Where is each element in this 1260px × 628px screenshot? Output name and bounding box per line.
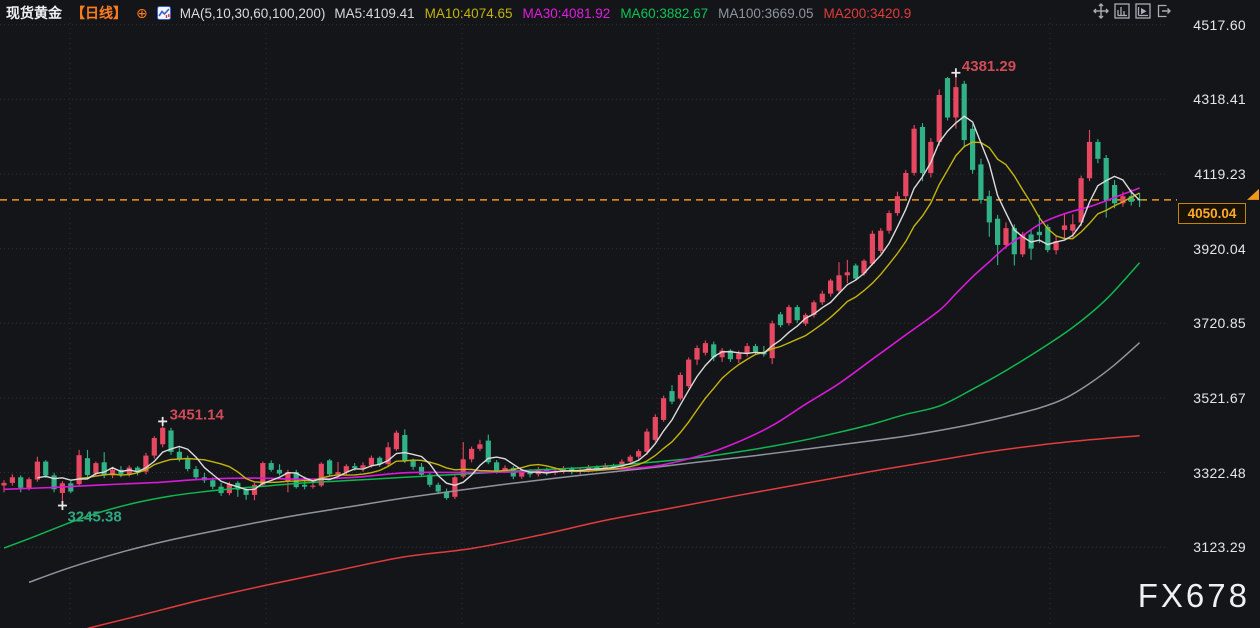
svg-text:3245.38: 3245.38 [67,509,121,526]
ma-legend-value: MA5:4109.41 [334,5,415,21]
svg-text:3451.14: 3451.14 [170,406,225,423]
add-indicator-icon[interactable]: ⊕ [136,5,148,21]
watermark: FX678 [1137,577,1250,614]
price-annotation: 4381.29 [951,58,1016,78]
exit-right-icon[interactable] [1156,3,1172,19]
symbol-name: 现货黄金 [6,5,62,21]
chart-toolbar [1093,3,1172,19]
ma-legend-value: MA60:3882.67 [620,5,709,21]
ma-group-label: MA(5,10,30,60,100,200) [179,5,326,21]
chart-type-icon[interactable] [156,6,171,20]
chart-play-icon[interactable] [1135,3,1151,19]
ma-legend-value: MA30:4081.92 [522,5,611,21]
ma30-line [3,187,1140,491]
price-arrow-icon [1247,188,1259,200]
price-annotation: 3245.38 [57,501,122,526]
chart-axis-icon[interactable] [1114,3,1130,19]
ma60-line [3,262,1141,549]
ma-legend-value: MA200:3420.9 [823,5,912,21]
current-price-tag: 4050.04 [1178,202,1246,224]
chart-header: 现货黄金 【日线】 ⊕ MA(5,10,30,60,100,200) MA5:4… [6,3,911,23]
price-annotation: 3451.14 [158,406,225,426]
ma-legend-value: MA100:3669.05 [718,5,814,21]
pan-crosshair-icon[interactable] [1093,3,1109,19]
grid-layer [0,18,1166,628]
ma200-line [87,434,1140,628]
ma5-line [37,115,1141,491]
period-label[interactable]: 【日线】 [71,5,127,21]
ma-legend: MA5:4109.41 MA10:4074.65 MA30:4081.92 MA60:… [334,6,911,21]
candles-layer [1,75,1143,502]
ma100-line [28,342,1141,584]
svg-text:4381.29: 4381.29 [962,58,1016,75]
ma-legend-value: MA10:4074.65 [424,5,513,21]
ma10-line [79,141,1140,484]
